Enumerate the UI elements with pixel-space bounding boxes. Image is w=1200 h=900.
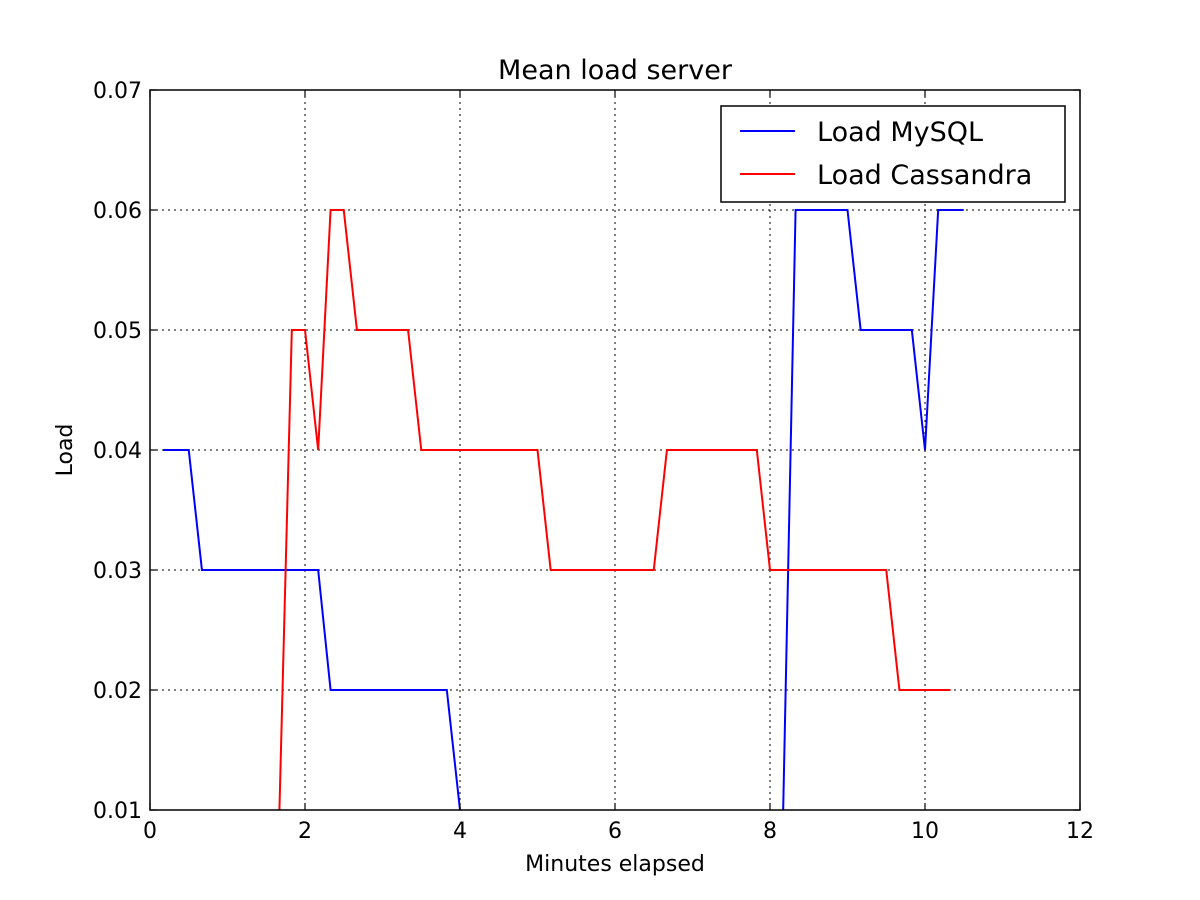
series-line-load-mysql: [163, 209, 964, 810]
series-layer: [163, 209, 964, 810]
x-axis-label: Minutes elapsed: [525, 852, 705, 877]
x-tick-label: 6: [608, 819, 622, 844]
x-tick-label: 8: [763, 819, 777, 844]
x-tick-label: 10: [911, 819, 939, 844]
y-tick-label: 0.03: [93, 559, 142, 584]
x-tick-label: 4: [453, 819, 467, 844]
axis-ticks: [149, 89, 1081, 811]
y-tick-label: 0.05: [93, 319, 142, 344]
y-axis-tick-labels: 0.01 0.02 0.03 0.04 0.05 0.06 0.07: [93, 79, 142, 824]
y-tick-label: 0.01: [93, 799, 142, 824]
x-tick-label: 0: [143, 819, 157, 844]
legend: Load MySQL Load Cassandra: [720, 105, 1066, 203]
legend-label-load-cassandra: Load Cassandra: [817, 160, 1032, 191]
y-tick-label: 0.07: [93, 79, 142, 104]
y-tick-label: 0.04: [93, 439, 142, 464]
y-tick-label: 0.06: [93, 199, 142, 224]
y-tick-label: 0.02: [93, 679, 142, 704]
chart-title: Mean load server: [498, 55, 733, 86]
x-tick-label: 12: [1066, 819, 1094, 844]
legend-box: [720, 105, 1066, 203]
x-axis-tick-labels: 0 2 4 6 8 10 12: [143, 819, 1094, 844]
series-line-load-cassandra: [278, 209, 951, 810]
legend-label-load-mysql: Load MySQL: [817, 117, 983, 148]
y-axis-label: Load: [53, 424, 78, 477]
x-tick-label: 2: [298, 819, 312, 844]
